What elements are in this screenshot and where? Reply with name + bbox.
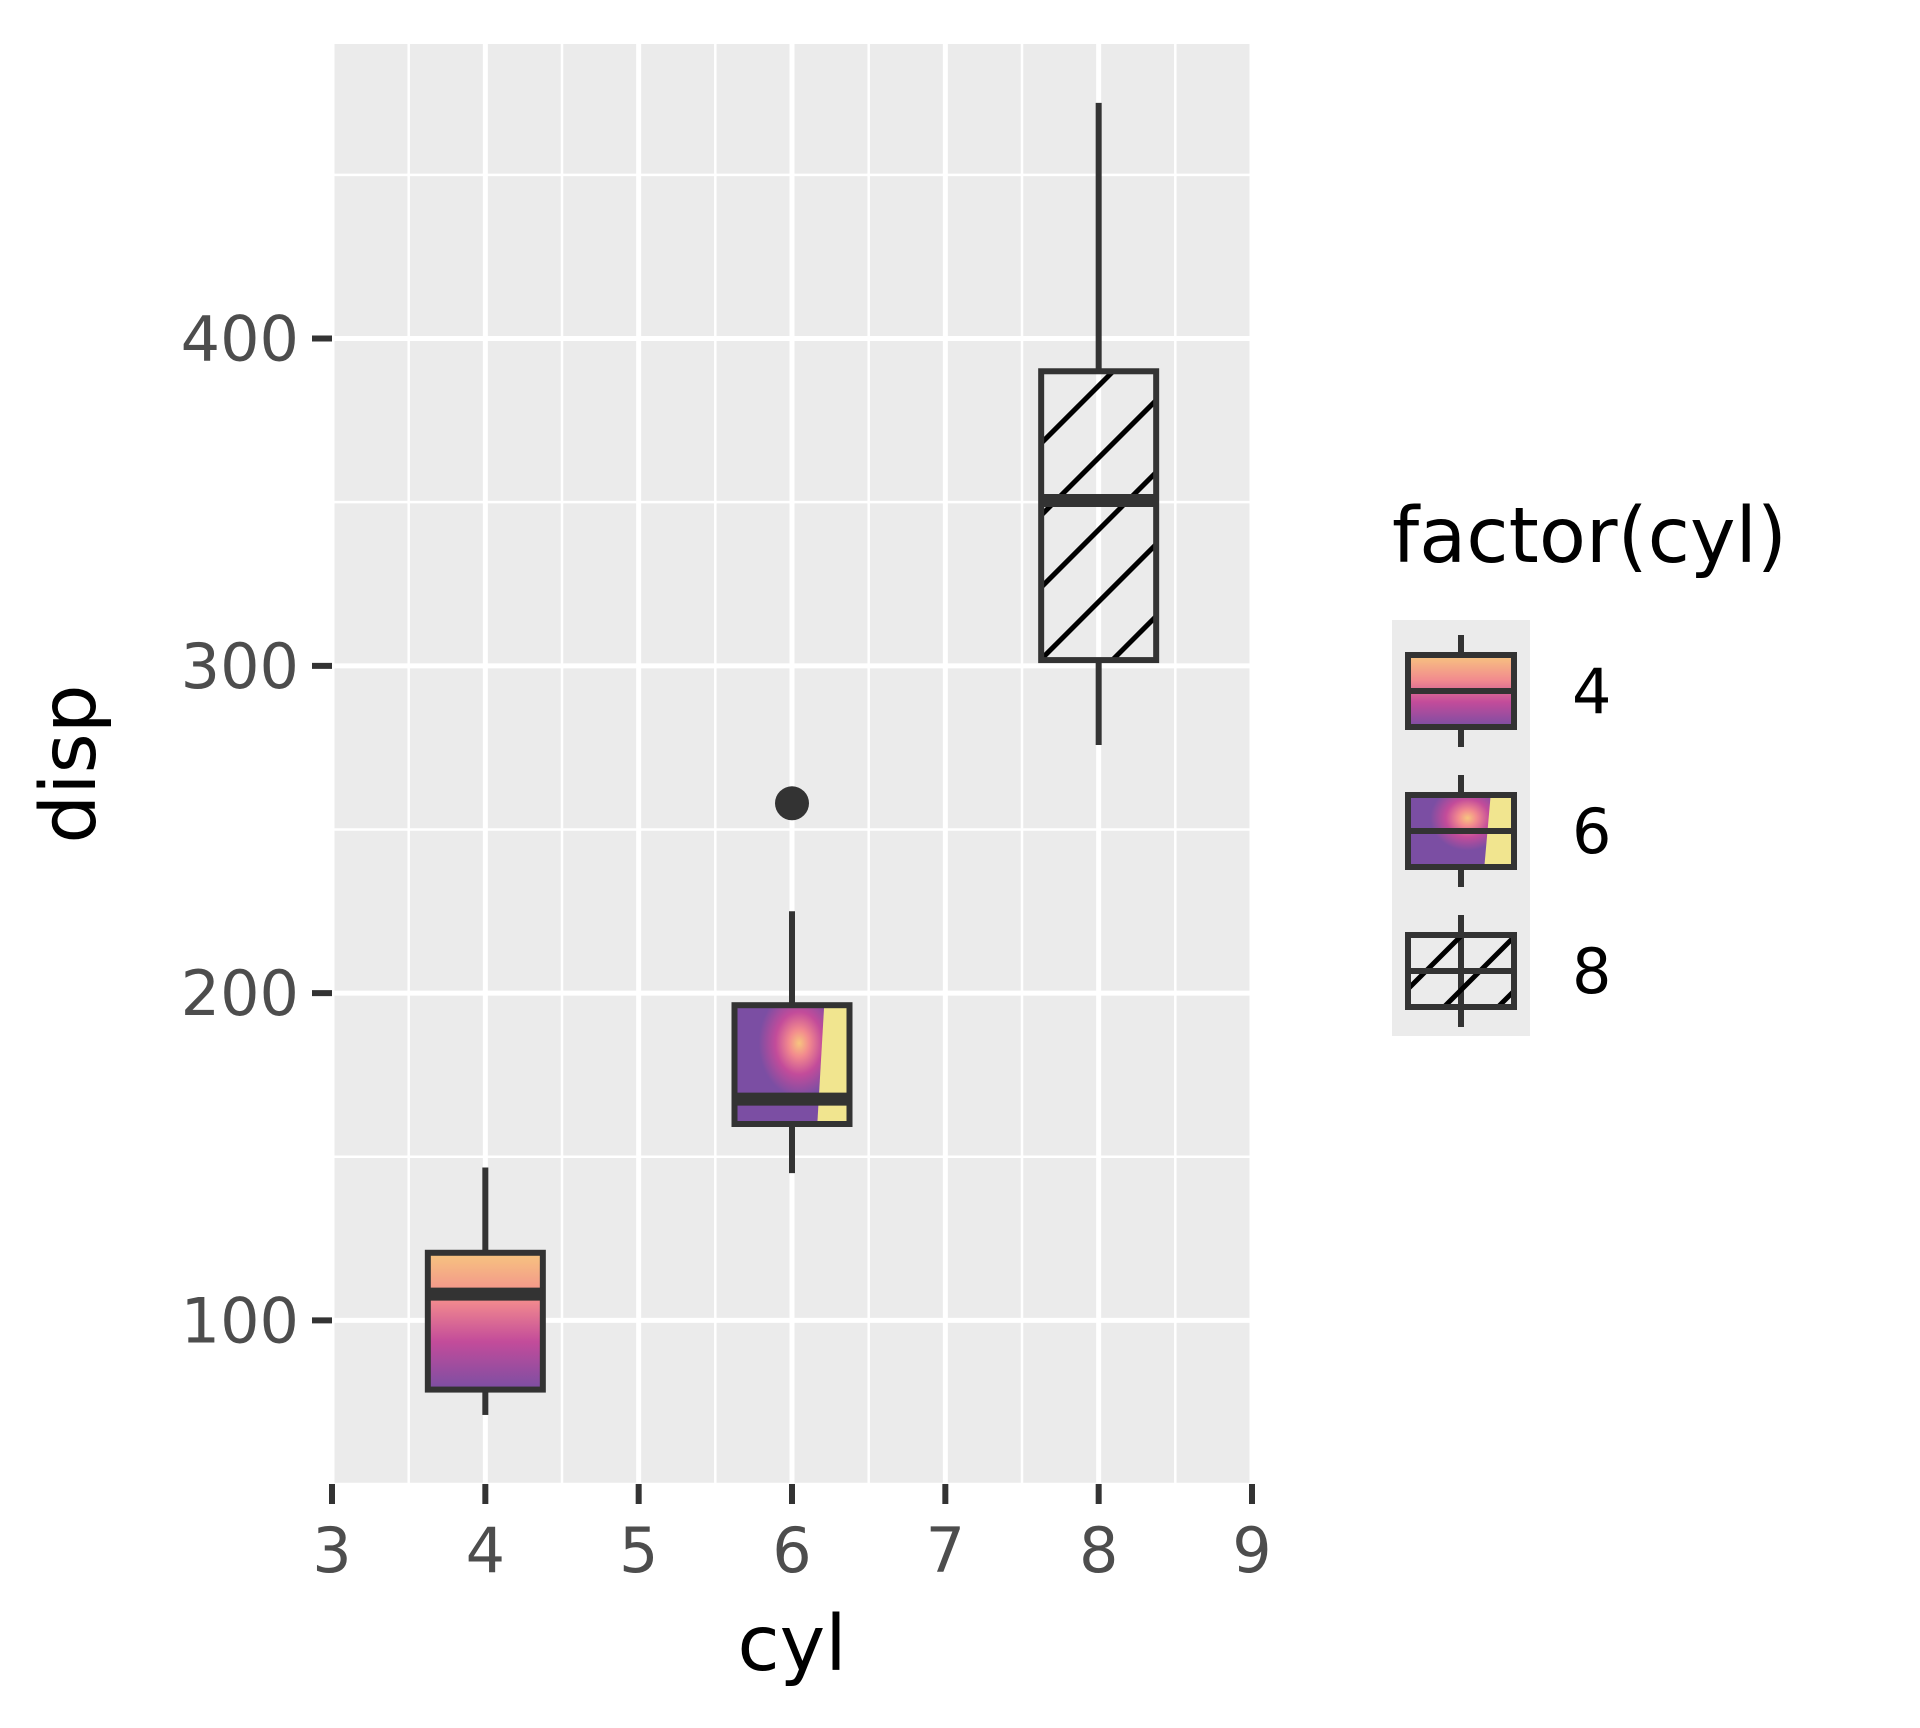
hatch-line [1041,371,1115,447]
x-axis-title: cyl [737,1600,846,1689]
legend-title: factor(cyl) [1392,492,1787,581]
legend-label-6: 6 [1572,795,1611,868]
x-tick-label: 5 [619,1514,658,1587]
box-fill-gradient [734,1005,825,1124]
box-layer [424,102,1160,1415]
hatch-line [1041,468,1157,591]
hatch-line [1496,987,1514,1007]
hatch-line [1041,396,1157,519]
y-tick-label: 400 [181,303,299,376]
box-outline [424,1249,546,1393]
legend: factor(cyl) 4 6 8 [1392,492,1787,1036]
x-tick-label: 8 [1079,1514,1118,1587]
axes: 100 200 300 400 3 4 5 6 7 8 9 [181,303,1272,1587]
box-8 [1038,102,1160,746]
x-tick-label: 4 [466,1514,505,1587]
box-4 [424,1167,546,1415]
grid-lines [329,44,1255,1486]
box-6 [731,786,853,1174]
x-tick-label: 7 [926,1514,965,1587]
x-tick-label: 6 [772,1514,811,1587]
legend-key-4 [1405,635,1517,747]
outlier-point [775,786,809,821]
box-fill [427,1252,543,1390]
y-tick-label: 200 [181,957,299,1030]
x-tick-label: 3 [312,1514,351,1587]
box-outline [731,1002,853,1128]
hatch-pattern [1041,371,1157,661]
hatch-line [1041,540,1157,661]
x-tick-label: 9 [1232,1514,1271,1587]
y-axis-title: disp [25,684,114,843]
legend-label-4: 4 [1572,655,1611,728]
legend-key-8 [1405,915,1517,1027]
plot-panel [329,44,1255,1486]
legend-label-8: 8 [1572,935,1611,1008]
y-tick-label: 300 [181,630,299,703]
legend-key-6 [1405,775,1517,887]
box-outline [1038,368,1160,664]
y-tick-label: 100 [181,1284,299,1357]
